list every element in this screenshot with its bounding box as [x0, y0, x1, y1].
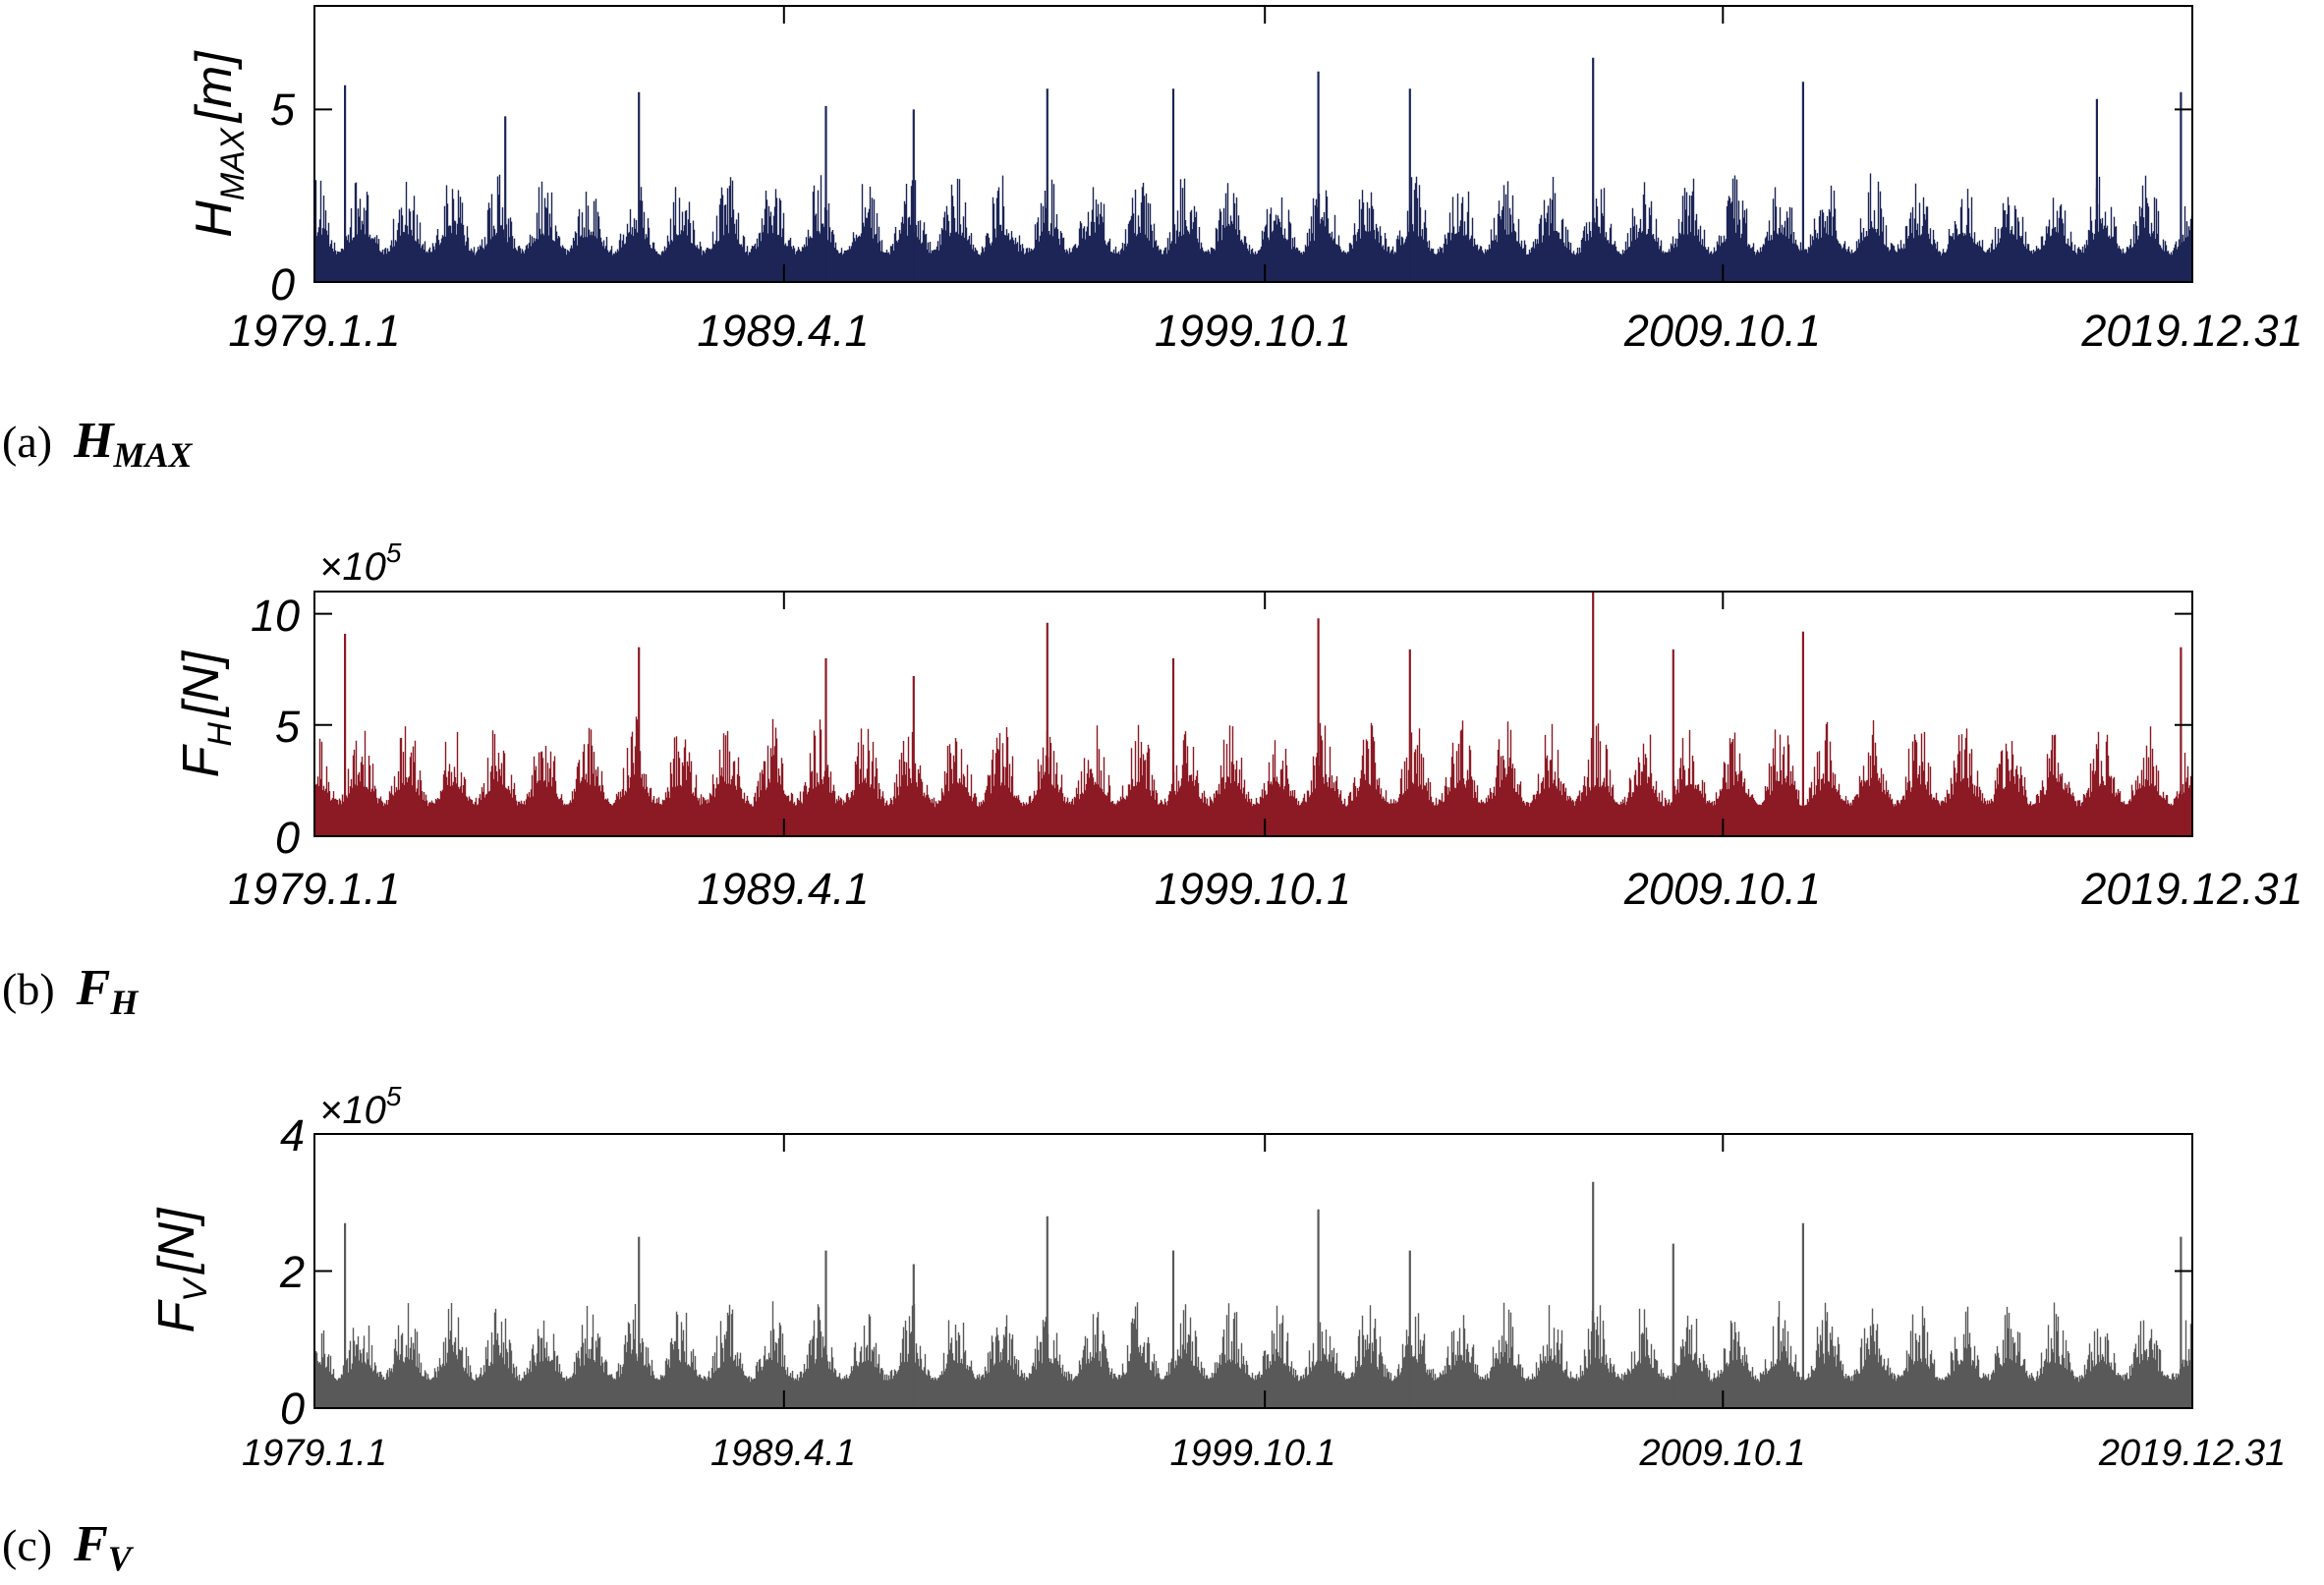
panel-b-series-bars	[313, 716, 2193, 836]
panel-a-series-bars	[313, 173, 2193, 282]
panel-c-xtick-label-0: 1979.1.1	[242, 1433, 387, 1474]
panel-b-ymultiplier-exp: 5	[386, 538, 402, 568]
panel-a-caption: (a) HMAX	[2, 413, 194, 475]
panel-b-xtick-label-3: 2009.10.1	[1623, 864, 1821, 914]
panel-c-xtick-label-4: 2019.12.31	[2098, 1433, 2286, 1474]
panel-c-caption: (c) FV	[2, 1516, 135, 1578]
panel-c-ylabel-unit: [N]	[148, 1207, 205, 1274]
panel-c-ytick-0: 0	[280, 1384, 305, 1434]
panel-a-xtick-label-1: 1989.4.1	[697, 306, 869, 356]
panel-a-xtick-label-4: 2019.12.31	[2080, 306, 2302, 356]
panel-b: ×105 FH[N] 0 5 10 1979.1.1 1989.4.1 1999…	[2, 538, 2303, 1022]
panel-a-ylabel-symbol: H	[186, 200, 243, 238]
panel-b-ylabel-unit: [N]	[173, 650, 230, 717]
panel-a: HMAX[m] 0 5 1979.1.1 1989.4.1 1999.10.1 …	[2, 5, 2303, 475]
panel-c-xtick-label-1: 1989.4.1	[710, 1433, 856, 1474]
panel-c-ticks	[313, 1133, 2193, 1409]
panel-b-caption-subscript: H	[109, 983, 139, 1022]
panel-a-caption-subscript: MAX	[113, 435, 194, 475]
panel-a-ylabel-subscript: MAX	[214, 127, 252, 200]
panel-a-xtick-label-0: 1979.1.1	[228, 306, 400, 356]
panel-c-xtick-label-2: 1999.10.1	[1169, 1433, 1335, 1474]
panel-c-ymultiplier-base: ×10	[319, 1089, 386, 1132]
panel-c-ylabel: FV[N]	[148, 1207, 214, 1332]
panel-c-caption-subscript: V	[108, 1539, 135, 1578]
panel-c-ymultiplier-exp: 5	[386, 1081, 402, 1111]
panel-b-axes-frame	[313, 591, 2193, 837]
panel-c-ymultiplier: ×105	[319, 1081, 402, 1132]
panel-c-caption-label: (c)	[2, 1520, 52, 1570]
panel-a-ytick-1: 5	[270, 85, 296, 135]
panel-c-ytick-2: 4	[280, 1110, 305, 1160]
panel-b-ytick-0: 0	[275, 813, 300, 863]
panel-c-xtick-label-3: 2009.10.1	[1638, 1433, 1805, 1474]
panel-c: ×105 FV[N] 0 2 4 1979.1.1 1989.4.1 1999.…	[2, 1081, 2286, 1578]
panel-c-ytick-1: 2	[279, 1247, 305, 1297]
panel-b-caption-symbol: F	[76, 960, 111, 1016]
panel-b-caption-label: (b)	[2, 964, 55, 1014]
panel-b-ymultiplier-base: ×10	[319, 545, 386, 589]
panel-a-caption-label: (a)	[2, 417, 52, 467]
panel-b-ylabel-subscript: H	[201, 722, 239, 747]
panel-b-xtick-label-4: 2019.12.31	[2080, 864, 2302, 914]
panel-b-xtick-label-2: 1999.10.1	[1155, 864, 1351, 914]
panel-c-caption-symbol: F	[73, 1516, 108, 1572]
panel-a-ytick-0: 0	[270, 259, 295, 310]
panel-b-bars	[313, 592, 2193, 836]
panel-a-axes-frame	[313, 5, 2193, 283]
panel-b-ylabel-symbol: F	[173, 743, 230, 777]
panel-b-caption: (b) FH	[2, 960, 139, 1022]
panel-a-caption-symbol: H	[73, 413, 115, 469]
panel-b-ytick-2: 10	[251, 591, 300, 641]
panel-b-ytick-1: 5	[275, 702, 301, 752]
panel-c-ylabel-symbol: F	[148, 1298, 205, 1332]
panel-c-series-bars	[313, 1301, 2193, 1408]
panel-a-ylabel: HMAX[m]	[186, 50, 252, 238]
panel-b-xtick-label-1: 1989.4.1	[697, 864, 869, 914]
panel-a-xtick-label-3: 2009.10.1	[1623, 306, 1821, 356]
panel-b-ticks	[313, 592, 2193, 837]
panel-b-ylabel: FH [N]	[173, 650, 239, 777]
panel-b-xtick-label-0: 1979.1.1	[228, 864, 400, 914]
panel-b-ymultiplier: ×105	[319, 538, 402, 589]
panel-c-bars	[313, 1181, 2193, 1408]
panel-c-ylabel-subscript: V	[177, 1276, 214, 1302]
panel-a-bars	[313, 57, 2193, 282]
panel-a-xtick-label-2: 1999.10.1	[1155, 306, 1351, 356]
panel-a-ylabel-unit: [m]	[186, 50, 243, 124]
panel-a-ticks	[313, 6, 2193, 283]
